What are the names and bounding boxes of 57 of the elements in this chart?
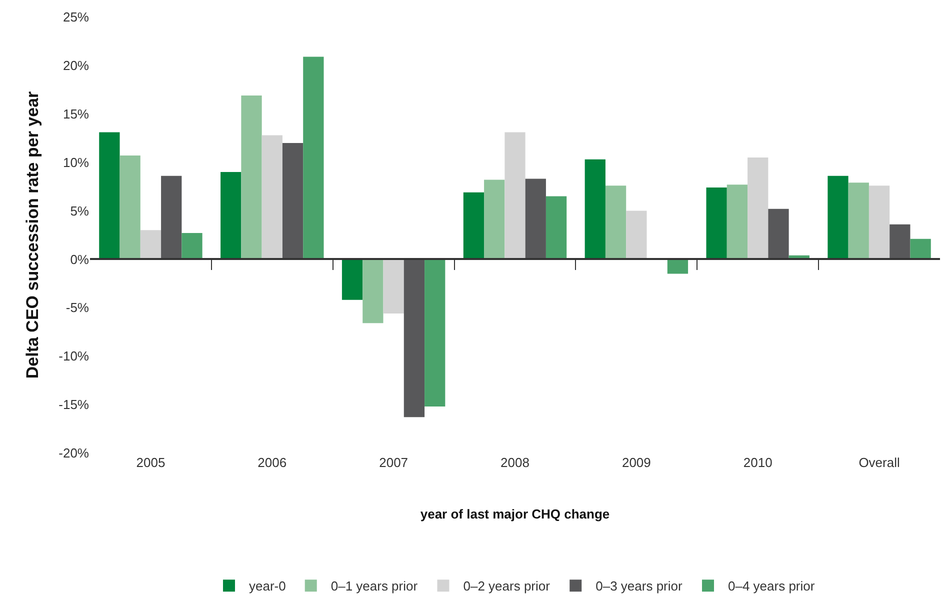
bar bbox=[626, 210, 647, 260]
bar bbox=[120, 156, 140, 260]
bar bbox=[303, 56, 324, 260]
bar bbox=[828, 176, 848, 260]
bar bbox=[241, 95, 262, 260]
x-axis-title: year of last major CHQ change bbox=[420, 506, 610, 522]
bar bbox=[890, 224, 910, 260]
bar bbox=[182, 233, 202, 260]
bar bbox=[605, 186, 626, 260]
bar bbox=[140, 230, 162, 260]
legend-label: year-0 bbox=[249, 578, 286, 594]
bar bbox=[706, 188, 727, 260]
y-tick-label: 20% bbox=[62, 58, 90, 73]
bar bbox=[484, 180, 505, 260]
bar bbox=[910, 238, 931, 260]
bar bbox=[546, 196, 567, 260]
bar bbox=[383, 259, 404, 314]
bar bbox=[584, 159, 606, 260]
x-tick-label: 2006 bbox=[258, 455, 287, 470]
y-axis-title: Delta CEO succession rate per year bbox=[23, 90, 42, 379]
y-tick-label: 0% bbox=[70, 252, 90, 267]
bar bbox=[282, 142, 304, 260]
y-tick-label: -5% bbox=[66, 300, 90, 316]
x-tick-label: 2008 bbox=[500, 455, 530, 470]
y-tick-label: 25% bbox=[62, 10, 90, 25]
legend-label: 0–2 years prior bbox=[463, 578, 551, 594]
bar bbox=[768, 208, 789, 260]
bar bbox=[404, 259, 425, 418]
x-tick-label: 2010 bbox=[743, 455, 772, 470]
legend-label: 0–1 years prior bbox=[330, 578, 418, 594]
bar bbox=[748, 157, 768, 260]
bar bbox=[161, 176, 182, 260]
bar bbox=[99, 132, 120, 260]
x-tick-label: 2005 bbox=[136, 455, 166, 470]
bar bbox=[504, 132, 526, 260]
x-tick-label: 2009 bbox=[622, 455, 651, 470]
bar bbox=[667, 259, 688, 274]
bar bbox=[220, 172, 242, 260]
bar bbox=[362, 259, 384, 324]
y-tick-label: 5% bbox=[70, 203, 90, 218]
y-tick-label: -20% bbox=[58, 446, 90, 461]
y-tick-label: 15% bbox=[62, 106, 90, 122]
legend-label: 0–3 years prior bbox=[596, 578, 683, 594]
bar bbox=[726, 184, 748, 260]
bar bbox=[848, 182, 869, 260]
bar bbox=[868, 186, 890, 260]
bar bbox=[424, 259, 446, 406]
y-tick-label: -15% bbox=[58, 397, 90, 412]
bar bbox=[463, 192, 484, 260]
bar bbox=[525, 178, 546, 260]
bar bbox=[262, 135, 282, 260]
y-tick-label: -10% bbox=[58, 348, 90, 364]
bar bbox=[342, 259, 363, 300]
x-tick-label: Overall bbox=[858, 455, 900, 470]
x-tick-label: 2007 bbox=[379, 455, 408, 470]
y-tick-label: 10% bbox=[62, 154, 90, 170]
legend-label: 0–4 years prior bbox=[728, 578, 816, 594]
